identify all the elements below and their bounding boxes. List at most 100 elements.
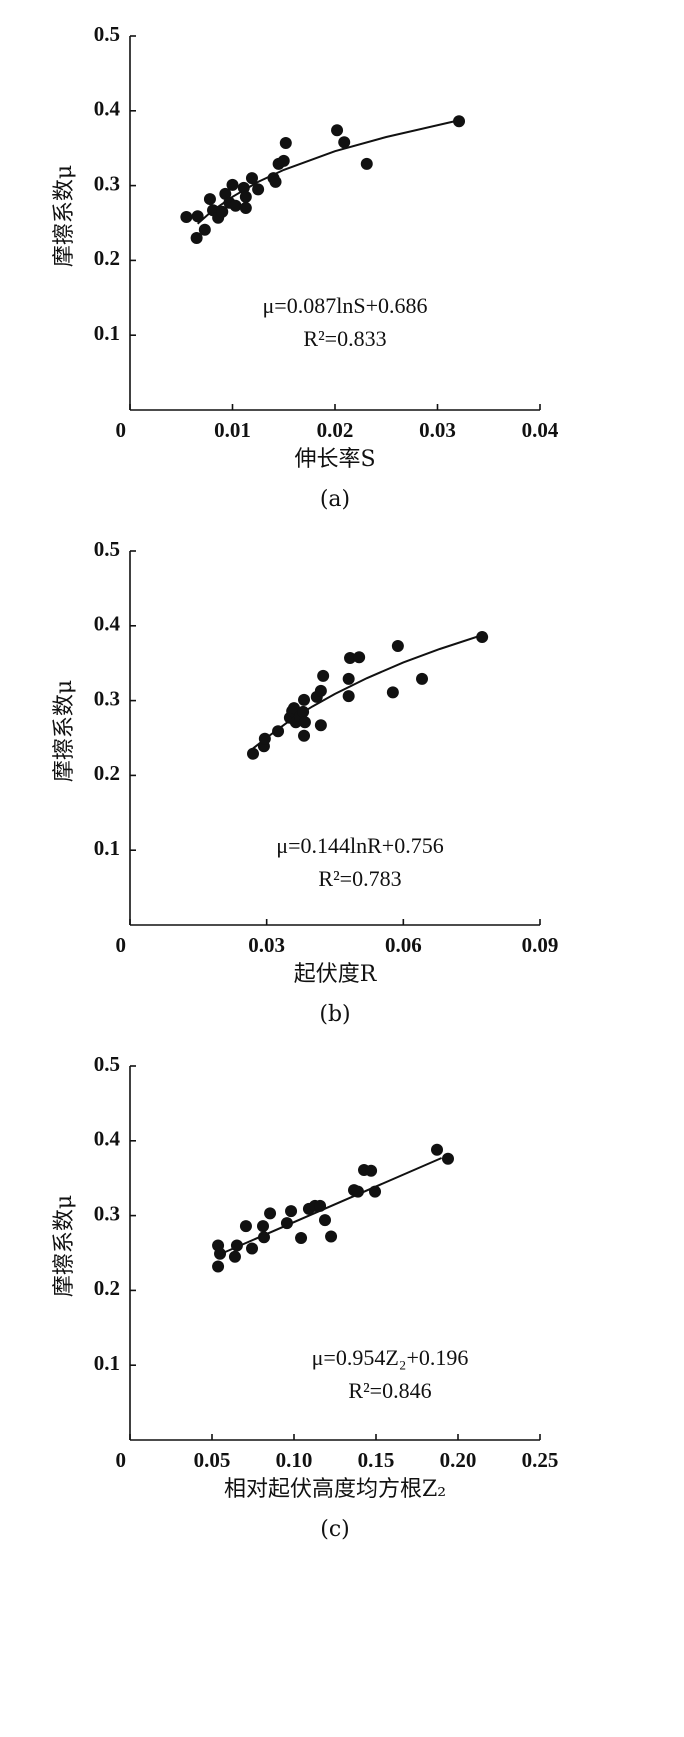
data-point <box>317 669 330 682</box>
x-tick-label: 0 <box>116 933 127 957</box>
data-point <box>365 1164 378 1177</box>
data-point <box>342 690 355 703</box>
y-axis-label: 摩擦系数μ <box>52 1195 77 1297</box>
data-point <box>298 693 311 706</box>
data-point <box>353 651 366 664</box>
data-point <box>230 1239 243 1252</box>
data-point <box>386 686 399 699</box>
data-point <box>239 190 252 203</box>
x-tick-label: 0.03 <box>248 933 285 957</box>
data-point <box>391 639 404 652</box>
y-tick-label: 0.3 <box>94 686 120 710</box>
y-tick-label: 0.4 <box>94 1127 121 1151</box>
data-point <box>229 199 242 212</box>
y-axis-label: 摩擦系数μ <box>52 165 77 267</box>
data-point <box>190 231 203 244</box>
data-point <box>318 1214 331 1227</box>
y-tick-label: 0.4 <box>94 612 121 636</box>
equation: μ=0.087lnS+0.686 <box>263 293 428 318</box>
y-tick-label: 0.5 <box>94 1052 120 1076</box>
data-point <box>338 136 351 149</box>
data-point <box>216 205 229 218</box>
data-point <box>257 1231 270 1244</box>
data-point <box>228 1250 241 1263</box>
y-tick-label: 0.2 <box>94 246 120 270</box>
caption: (b) <box>319 1002 350 1027</box>
y-tick-label: 0.1 <box>94 1351 120 1375</box>
x-tick-label: 0 <box>116 1448 127 1472</box>
fit-curve <box>218 1157 442 1256</box>
y-tick-label: 0.4 <box>94 97 121 121</box>
x-tick-label: 0.01 <box>214 418 251 442</box>
data-point <box>342 672 355 685</box>
y-tick-label: 0.2 <box>94 1276 120 1300</box>
data-point <box>369 1185 382 1198</box>
data-point <box>264 1207 277 1220</box>
data-point <box>441 1152 454 1165</box>
data-point <box>279 136 292 149</box>
x-tick-label: 0.03 <box>419 418 456 442</box>
data-point <box>476 631 489 644</box>
data-point <box>219 187 232 200</box>
caption: (a) <box>320 487 350 512</box>
x-tick-label: 0.15 <box>358 1448 395 1472</box>
data-point <box>344 651 357 664</box>
data-point <box>431 1143 444 1156</box>
x-axis-label: 相对起伏高度均方根Z₂ <box>224 1477 446 1502</box>
data-point <box>314 719 327 732</box>
data-point <box>212 1260 225 1273</box>
r-squared: R²=0.846 <box>348 1378 431 1403</box>
y-tick-label: 0.2 <box>94 761 120 785</box>
data-point <box>180 211 193 224</box>
y-tick-label: 0.1 <box>94 836 120 860</box>
data-point <box>191 210 204 223</box>
x-tick-label: 0.05 <box>194 1448 231 1472</box>
data-point <box>247 747 259 760</box>
data-point <box>314 684 327 697</box>
x-tick-label: 0.09 <box>522 933 559 957</box>
x-tick-label: 0.10 <box>276 1448 313 1472</box>
data-point <box>252 183 265 196</box>
data-point <box>237 181 250 194</box>
y-tick-label: 0.5 <box>94 537 120 561</box>
data-point <box>226 178 239 191</box>
data-point <box>258 732 271 745</box>
x-axis-label: 伸长率S <box>294 447 375 472</box>
x-tick-label: 0.04 <box>522 418 559 442</box>
data-point <box>285 1205 298 1218</box>
y-tick-label: 0.3 <box>94 171 120 195</box>
data-point <box>360 157 373 170</box>
data-point <box>214 1247 227 1260</box>
fit-curve <box>252 634 482 750</box>
data-point <box>246 1242 259 1255</box>
r-squared: R²=0.833 <box>303 326 386 351</box>
data-point <box>297 705 310 718</box>
y-axis-label: 摩擦系数μ <box>52 680 77 782</box>
x-tick-label: 0.25 <box>522 1448 559 1472</box>
equation: μ=0.954Z₂+0.196 <box>312 1345 469 1370</box>
data-point <box>239 202 252 215</box>
equation: μ=0.144lnR+0.756 <box>276 833 443 858</box>
x-tick-label: 0.20 <box>440 1448 477 1472</box>
data-point <box>239 1220 252 1233</box>
data-point <box>203 193 216 206</box>
data-point <box>272 725 285 738</box>
data-point <box>280 1217 293 1230</box>
data-point <box>269 175 282 188</box>
data-point <box>298 716 311 729</box>
y-tick-label: 0.3 <box>94 1201 120 1225</box>
data-point <box>298 729 311 742</box>
data-point <box>351 1185 364 1198</box>
x-axis-label: 起伏度R <box>294 962 378 987</box>
r-squared: R²=0.783 <box>318 866 401 891</box>
data-point <box>453 115 466 128</box>
data-point <box>245 172 258 185</box>
data-point <box>277 154 290 167</box>
data-point <box>325 1230 338 1243</box>
x-tick-label: 0.06 <box>385 933 422 957</box>
data-point <box>416 672 429 685</box>
data-point <box>295 1232 308 1245</box>
caption: (c) <box>320 1517 350 1542</box>
data-point <box>198 223 211 236</box>
